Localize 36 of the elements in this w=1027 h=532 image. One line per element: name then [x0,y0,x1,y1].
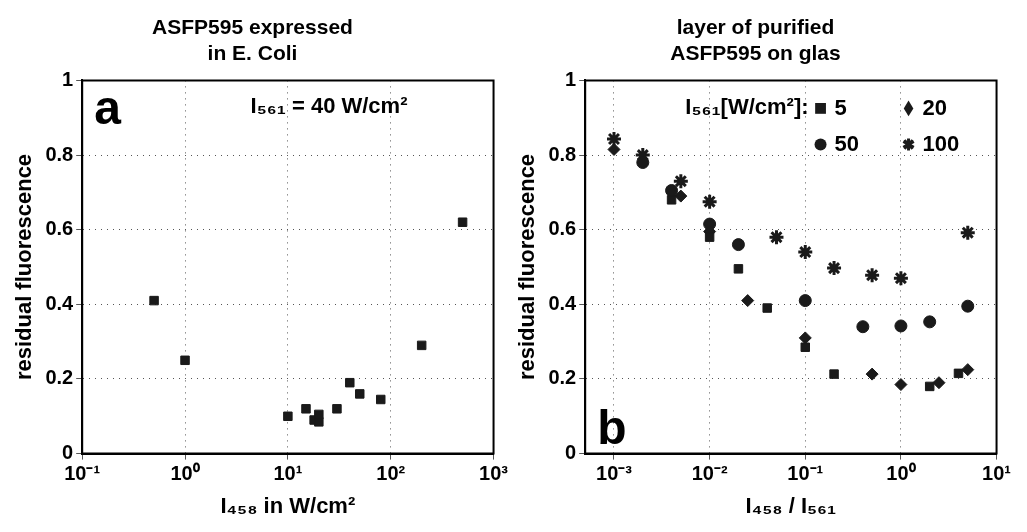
y-axis-title: residual fluorescence [11,153,37,381]
y-tick-label: 0.8 [548,142,577,165]
y-tick-label: 1 [62,67,74,90]
annotation: a [94,81,122,135]
x-tick-label: 10⁻³ [596,462,633,485]
y-tick-label: 0.4 [45,291,75,314]
x-axis-title: I₄₅₈ in W/cm² [220,492,356,518]
y-tick-label: 0.8 [45,142,74,165]
chart-title: layer of purified ASFP595 on glas [670,15,841,64]
legend-title: I₅₆₁[W/cm²]: [685,94,809,120]
x-tick-label: 10⁰ [170,462,200,485]
y-tick-label: 0.2 [548,366,577,389]
annotation: b [597,400,627,454]
y-axis-title: residual fluorescence [514,153,540,381]
y-tick-label: 0.2 [45,366,74,389]
x-tick-label: 10¹ [982,462,1012,485]
y-tick-label: 0.6 [548,217,577,240]
y-tick-label: 1 [565,67,577,90]
legend-label: 100 [922,131,960,157]
x-tick-label: 10⁻¹ [64,462,101,485]
x-tick-label: 10¹ [273,462,303,485]
chart-title: ASFP595 expressed in E. Coli [152,15,353,64]
x-axis-title: I₄₅₈ / I₅₆₁ [745,492,837,518]
y-tick-label: 0.4 [548,291,578,314]
x-tick-label: 10³ [479,462,509,485]
x-tick-label: 10⁻² [691,462,728,485]
x-tick-label: 10² [376,462,406,485]
x-tick-label: 10⁰ [886,462,916,485]
annotation: I₅₆₁ = 40 W/cm² [250,93,408,119]
legend-label: 20 [922,95,948,121]
x-tick-label: 10⁻¹ [787,462,824,485]
y-tick-label: 0.6 [45,217,74,240]
legend-label: 5 [834,95,847,121]
y-tick-label: 0 [62,441,74,464]
y-tick-label: 0 [565,441,577,464]
legend-label: 50 [834,131,860,157]
